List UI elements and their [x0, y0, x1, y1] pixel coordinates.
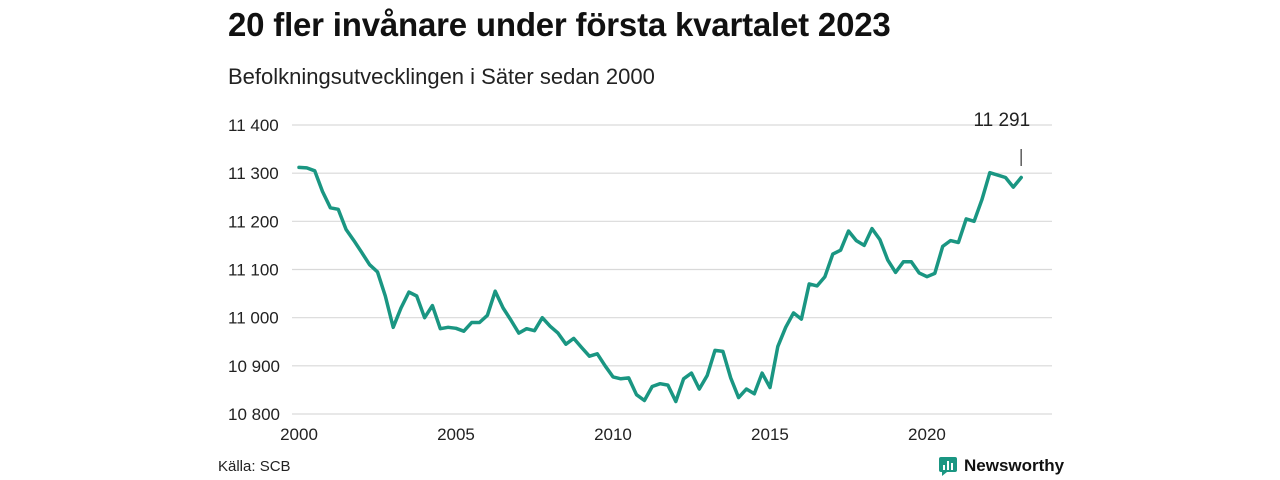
series-layer [297, 165, 1023, 404]
chart-subtitle: Befolkningsutvecklingen i Säter sedan 20… [228, 64, 655, 89]
x-tick-label: 2010 [594, 425, 632, 444]
y-tick-label: 11 400 [228, 116, 279, 135]
brand-name: Newsworthy [964, 456, 1065, 475]
y-tick-label: 11 000 [228, 309, 279, 328]
y-tick-label: 11 200 [228, 212, 279, 231]
series-line [297, 165, 1023, 404]
x-axis: 2000 2005 2010 2015 2020 [280, 425, 946, 444]
source-note: Källa: SCB [218, 458, 291, 475]
y-tick-label: 11 300 [228, 164, 279, 183]
x-tick-label: 2015 [751, 425, 789, 444]
y-tick-label: 10 800 [228, 405, 280, 424]
x-tick-label: 2005 [437, 425, 475, 444]
x-tick-label: 2000 [280, 425, 318, 444]
annotation-layer: 11 291 [973, 110, 1030, 166]
chart-title: 20 fler invånare under första kvartalet … [228, 6, 891, 43]
annotation-label: 11 291 [973, 110, 1030, 131]
x-tick-label: 2020 [908, 425, 946, 444]
brand-logo: Newsworthy [938, 456, 1064, 476]
y-tick-label: 11 100 [228, 261, 279, 280]
grid-lines [292, 124, 1052, 415]
bar-chart-logo-icon [939, 457, 957, 476]
y-tick-label: 10 900 [228, 357, 280, 376]
y-axis: 10 800 10 900 11 000 11 100 11 200 11 300 11 4… [228, 116, 280, 424]
